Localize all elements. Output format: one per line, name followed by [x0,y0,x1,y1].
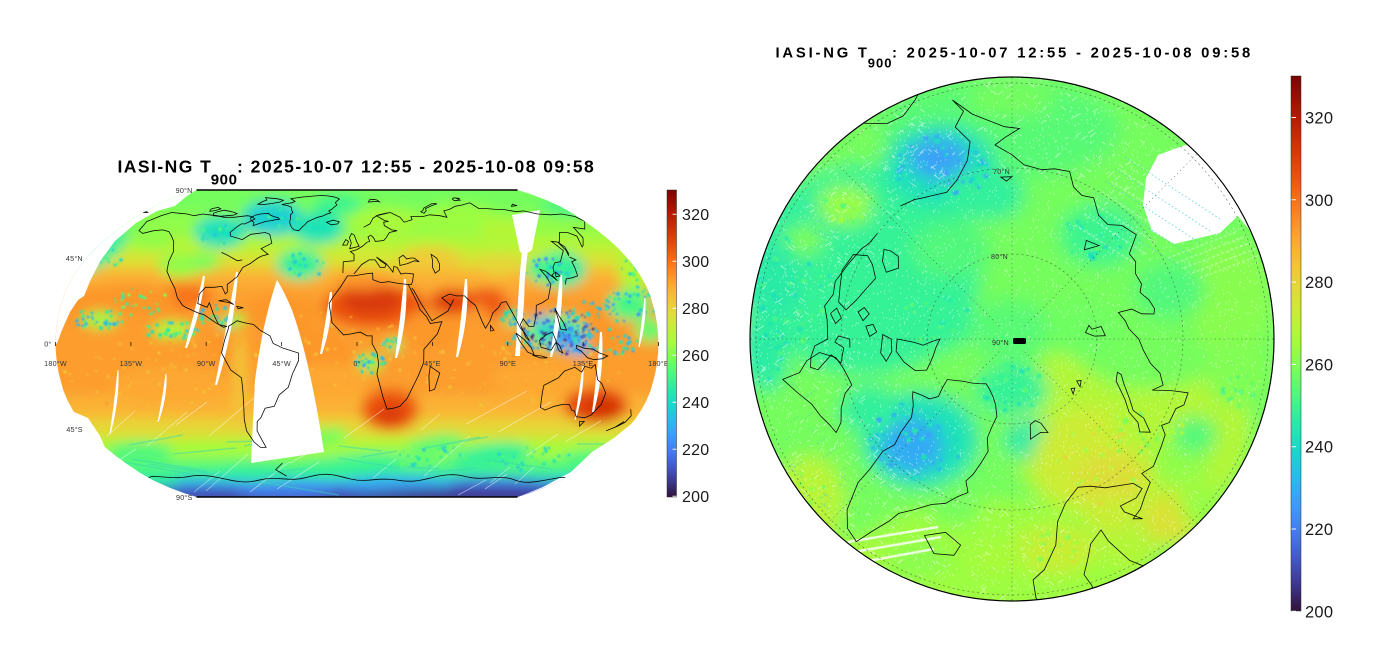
svg-text:280: 280 [1305,274,1333,292]
svg-text:80°N: 80°N [991,252,1008,261]
svg-text:220: 220 [1305,521,1333,539]
svg-text:260: 260 [1305,356,1333,374]
svg-text:90°N: 90°N [176,186,193,195]
svg-text:0°: 0° [353,359,360,368]
svg-text:200: 200 [682,489,709,506]
svg-text:220: 220 [682,442,709,459]
svg-text:260: 260 [682,348,709,365]
svg-text:200: 200 [1305,603,1333,621]
svg-text:135°W: 135°W [120,359,143,368]
svg-text:280: 280 [682,301,709,318]
svg-text:320: 320 [1305,110,1333,128]
svg-text:45°N: 45°N [66,254,83,263]
svg-text:0°: 0° [44,340,51,349]
svg-text:90°E: 90°E [500,359,516,368]
svg-text:135°E: 135°E [573,359,594,368]
svg-text:45°W: 45°W [272,359,290,368]
svg-text:300: 300 [1305,192,1333,210]
svg-text:180°E: 180°E [648,359,669,368]
svg-text:320: 320 [682,207,709,224]
svg-text:180°W: 180°W [44,359,67,368]
svg-text:45°E: 45°E [424,359,440,368]
svg-text:45°S: 45°S [66,425,82,434]
svg-text:90°N: 90°N [992,338,1009,347]
svg-text:300: 300 [682,254,709,271]
svg-text:240: 240 [1305,439,1333,457]
svg-text:70°N: 70°N [993,167,1010,176]
svg-text:90°S: 90°S [176,493,192,502]
svg-text:90°W: 90°W [197,359,215,368]
svg-text:240: 240 [682,395,709,412]
